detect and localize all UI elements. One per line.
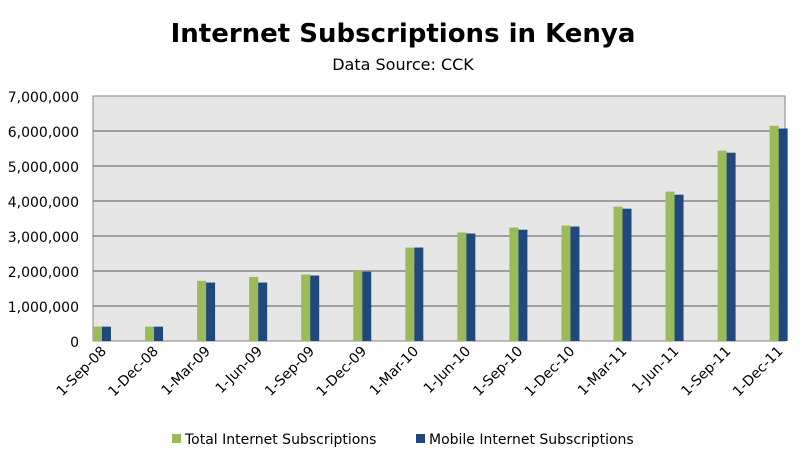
bar-total: [769, 125, 779, 341]
bar-total: [561, 225, 571, 341]
bar-total: [249, 276, 259, 341]
bar-mobile: [726, 152, 736, 341]
bar-total: [509, 227, 519, 341]
x-tick-label: 1-Dec-09: [314, 344, 371, 401]
x-tick-label: 1-Sep-08: [54, 344, 110, 400]
legend: Total Internet Subscriptions Mobile Inter…: [172, 432, 634, 448]
legend-swatch-total: [172, 434, 181, 443]
bar-mobile: [258, 282, 268, 341]
bar-total: [613, 206, 623, 341]
bar-mobile: [674, 194, 684, 341]
bar-mobile: [518, 229, 528, 341]
x-tick-label: 1-Dec-08: [105, 344, 162, 401]
chart-subtitle: Data Source: CCK: [332, 55, 474, 74]
bar-total: [457, 232, 467, 341]
x-tick-label: 1-Sep-11: [678, 344, 734, 400]
y-tick-label: 4,000,000: [8, 195, 79, 211]
y-tick-label: 1,000,000: [8, 300, 79, 316]
x-tick-label: 1-Dec-10: [522, 344, 579, 401]
bar-mobile: [778, 128, 788, 341]
bar-mobile: [570, 226, 580, 341]
y-tick-label: 6,000,000: [8, 125, 79, 141]
legend-label: Mobile Internet Subscriptions: [429, 432, 634, 448]
y-tick-label: 5,000,000: [8, 160, 79, 176]
bar-mobile: [466, 233, 476, 341]
x-tick-label: 1-Jun-10: [421, 344, 474, 397]
x-tick-label: 1-Sep-10: [470, 344, 526, 400]
bar-total: [145, 326, 155, 341]
bar-mobile: [362, 271, 372, 341]
bar-mobile: [310, 275, 320, 341]
y-tick-label: 7,000,000: [8, 90, 79, 106]
x-tick-label: 1-Jun-09: [213, 344, 266, 397]
y-tick-label: 3,000,000: [8, 230, 79, 246]
bar-total: [405, 247, 415, 341]
bar-total: [717, 150, 727, 341]
bar-mobile: [622, 208, 632, 341]
bar-total: [197, 280, 207, 341]
bar-total: [353, 270, 363, 341]
chart-title: Internet Subscriptions in Kenya: [171, 19, 636, 49]
bar-mobile: [206, 282, 216, 341]
x-tick-label: 1-Jun-11: [629, 344, 682, 397]
legend-swatch-mobile: [416, 434, 425, 443]
y-tick-label: 0: [70, 335, 79, 351]
bar-mobile: [102, 326, 111, 341]
bar-total: [301, 274, 311, 341]
y-tick-label: 2,000,000: [8, 265, 79, 281]
legend-label: Total Internet Subscriptions: [184, 432, 376, 448]
x-tick-label: 1-Mar-09: [159, 344, 214, 399]
bar-mobile: [154, 326, 164, 341]
x-tick-label: 1-Mar-11: [575, 344, 630, 399]
x-tick-label: 1-Dec-11: [730, 344, 787, 401]
bar-mobile: [414, 247, 424, 341]
x-tick-label: 1-Mar-10: [367, 344, 422, 399]
x-tick-label: 1-Sep-09: [262, 344, 318, 400]
bar-total: [93, 326, 102, 341]
bar-total: [665, 191, 675, 341]
